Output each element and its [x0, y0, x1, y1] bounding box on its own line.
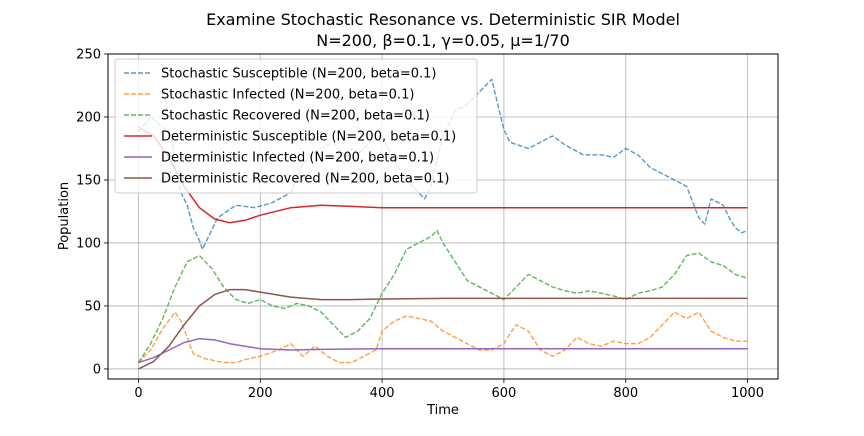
y-tick-label: 200	[76, 110, 101, 125]
legend-label: Stochastic Recovered (N=200, beta=0.1)	[161, 109, 430, 124]
x-tick-label: 400	[370, 386, 395, 401]
x-tick-label: 200	[248, 386, 273, 401]
axis-ticks: 0 200 400 600 800 1000 0 50 100 150 200 250	[76, 48, 764, 402]
y-tick-label: 0	[93, 362, 101, 377]
series-line-2	[137, 311, 748, 364]
legend-label: Deterministic Infected (N=200, beta=0.1)	[161, 151, 434, 166]
y-axis-label: Population	[57, 182, 72, 250]
y-tick-label: 50	[84, 299, 101, 314]
x-tick-label: 600	[491, 386, 516, 401]
chart-title-line2: N=200, β=0.1, γ=0.05, μ=1/70	[316, 31, 570, 50]
legend-box	[114, 58, 478, 194]
x-tick-label: 1000	[731, 386, 764, 401]
y-tick-label: 250	[76, 48, 101, 63]
series-line-5	[138, 337, 748, 364]
legend-label: Deterministic Recovered (N=200, beta=0.1…	[161, 172, 450, 187]
legend: Stochastic Susceptible (N=200, beta=0.1)…	[114, 58, 478, 194]
legend-label: Stochastic Susceptible (N=200, beta=0.1)	[161, 67, 437, 82]
x-tick-label: 0	[134, 386, 142, 401]
chart-title-line1: Examine Stochastic Resonance vs. Determi…	[206, 10, 680, 29]
series-line-3	[137, 229, 748, 363]
x-tick-label: 800	[613, 386, 638, 401]
series-line-6	[138, 288, 748, 370]
y-tick-label: 150	[76, 173, 101, 188]
y-tick-label: 100	[76, 236, 101, 251]
legend-label: Stochastic Infected (N=200, beta=0.1)	[161, 88, 414, 103]
legend-label: Deterministic Susceptible (N=200, beta=0…	[161, 130, 456, 145]
plot-area-frame	[107, 53, 779, 380]
x-axis-label: Time	[426, 403, 459, 418]
